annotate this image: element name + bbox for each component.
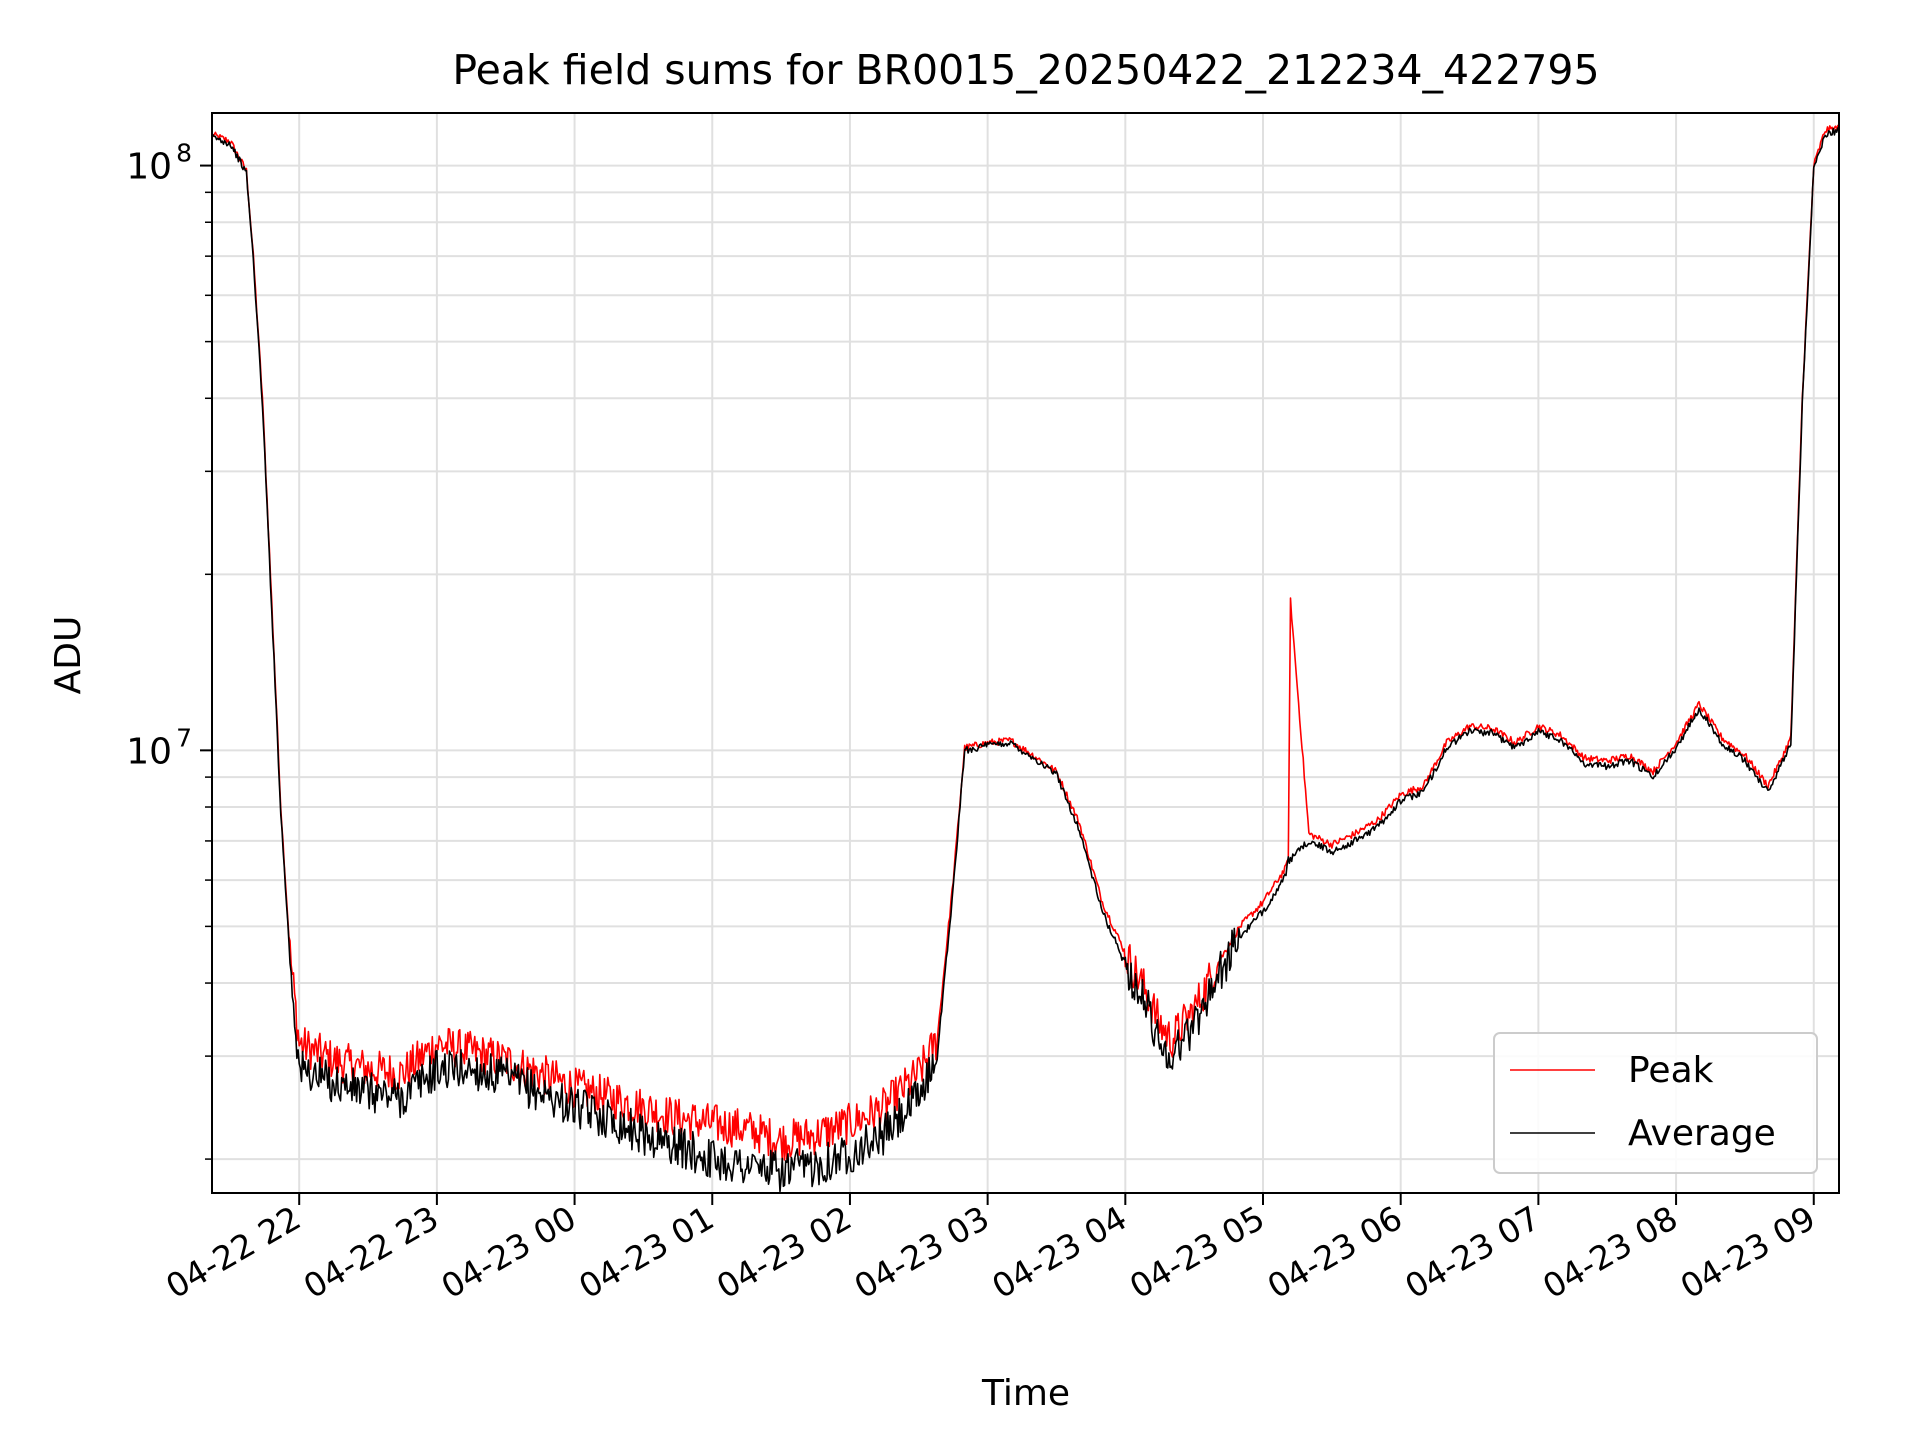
series-line-average — [211, 127, 1840, 1193]
legend-box — [1493, 1032, 1818, 1174]
legend-label-average: Average — [1628, 1113, 1776, 1154]
y-tick-exponent: 7 — [176, 723, 192, 752]
legend-label-peak: Peak — [1628, 1050, 1714, 1091]
legend: Peak Average — [1493, 1032, 1818, 1174]
y-axis-label: ADU — [48, 616, 89, 695]
y-tick-exponent: 8 — [176, 139, 192, 168]
series-lines — [211, 124, 1840, 1193]
x-axis-label: Time — [981, 1373, 1070, 1414]
y-tick-base: 10 — [126, 731, 172, 772]
y-tick-base: 10 — [126, 147, 172, 188]
grid-lines — [212, 113, 1839, 1193]
series-line-peak — [211, 124, 1840, 1162]
y-tick-label: 10 — [126, 147, 172, 188]
plot-frame — [211, 112, 1840, 1194]
chart-title: Peak field sums for BR0015_20250422_2122… — [452, 46, 1599, 94]
y-tick-label: 10 — [126, 731, 172, 772]
